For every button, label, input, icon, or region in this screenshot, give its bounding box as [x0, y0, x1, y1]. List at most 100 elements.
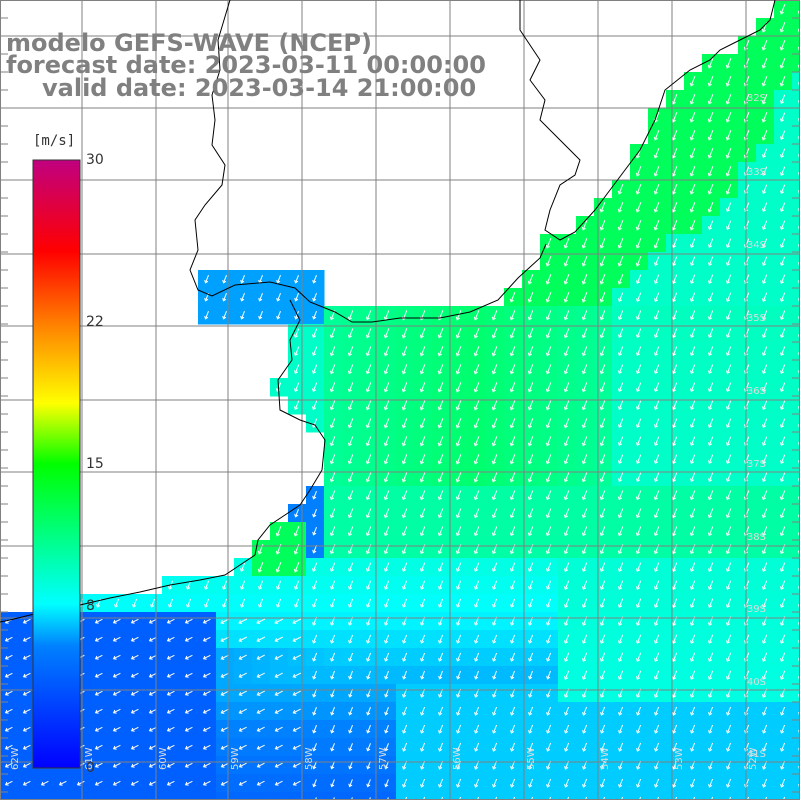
wind-arrow: [202, 762, 211, 768]
wind-arrow: [762, 778, 768, 788]
wind-arrow: [762, 418, 768, 429]
wind-arrow: [527, 328, 534, 339]
wind-cell: [684, 792, 703, 800]
wind-arrow: [779, 526, 786, 537]
wind-arrow: [779, 58, 786, 69]
wind-arrow: [130, 726, 139, 732]
wind-arrow: [166, 726, 175, 732]
wind-arrow: [40, 780, 49, 786]
wind-arrow: [581, 364, 588, 375]
wind-arrow: [672, 274, 678, 285]
wind-cell: [234, 792, 253, 800]
wind-arrow: [275, 526, 282, 537]
wind-arrow: [528, 724, 534, 734]
wind-arrow: [690, 472, 696, 483]
wind-arrow: [365, 364, 372, 375]
wind-arrow: [220, 780, 229, 786]
wind-arrow: [672, 364, 678, 375]
wind-arrow: [4, 708, 13, 714]
wind-arrow: [636, 346, 642, 357]
wind-cell: [90, 792, 109, 800]
wind-cell: [792, 774, 800, 793]
wind-arrow: [184, 672, 193, 678]
wind-arrow: [330, 580, 336, 590]
wind-arrow: [401, 526, 408, 537]
wind-arrow: [726, 598, 732, 609]
wind-arrow: [708, 598, 714, 609]
wind-arrow: [618, 706, 624, 716]
wind-arrow: [510, 562, 516, 572]
wind-arrow: [545, 526, 552, 537]
wind-arrow: [437, 454, 444, 465]
wind-arrow: [762, 634, 768, 644]
wind-arrow: [22, 654, 31, 660]
wind-arrow: [276, 293, 281, 302]
latitude-label: 36S: [747, 386, 766, 397]
wind-arrow: [509, 400, 516, 411]
wind-cell: [792, 306, 800, 325]
wind-arrow: [618, 724, 624, 734]
wind-arrow: [708, 418, 714, 429]
wind-arrow: [761, 58, 768, 69]
wind-arrow: [240, 562, 246, 572]
wind-arrow: [130, 636, 139, 642]
wind-arrow: [581, 310, 588, 321]
wind-arrow: [420, 670, 425, 680]
wind-arrow: [672, 436, 678, 447]
wind-arrow: [420, 652, 426, 662]
wind-arrow: [672, 256, 678, 267]
wind-arrow: [527, 526, 534, 537]
wind-arrow: [690, 562, 696, 573]
wind-arrow: [546, 670, 551, 680]
wind-arrow: [762, 292, 768, 303]
wind-cell: [792, 162, 800, 181]
wind-arrow: [76, 780, 85, 786]
wind-arrow: [402, 724, 408, 734]
wind-arrow: [148, 726, 157, 732]
wind-cell: [666, 792, 685, 800]
wind-arrow: [545, 346, 552, 357]
wind-arrow: [329, 436, 336, 447]
wind-arrow: [563, 382, 570, 393]
wind-arrow: [546, 778, 552, 788]
wind-arrow: [455, 400, 462, 411]
wind-arrow: [383, 472, 390, 483]
wind-arrow: [222, 580, 228, 590]
wind-arrow: [474, 724, 480, 734]
wind-arrow: [491, 418, 498, 429]
wind-arrow: [112, 672, 121, 678]
wind-arrow: [365, 310, 372, 321]
wind-arrow: [509, 418, 516, 429]
wind-arrow: [599, 292, 606, 303]
wind-arrow: [599, 238, 606, 249]
wind-arrow: [545, 292, 552, 303]
wind-arrow: [292, 726, 301, 732]
wind-arrow: [491, 526, 498, 537]
wind-arrow: [672, 598, 678, 609]
wind-arrow: [762, 256, 768, 267]
wind-arrow: [708, 274, 714, 285]
wind-arrow: [94, 780, 103, 786]
wind-arrow: [726, 220, 732, 231]
colorbar-tick-label: 15: [86, 456, 104, 472]
wind-arrow: [654, 256, 660, 267]
wind-arrow: [726, 256, 732, 267]
wind-arrow: [491, 508, 498, 519]
wind-arrow: [292, 618, 302, 624]
wind-cell: [486, 792, 505, 800]
wind-arrow: [602, 796, 606, 800]
wind-arrow: [401, 418, 408, 429]
wind-arrow: [348, 779, 353, 788]
wind-cell: [792, 522, 800, 541]
wind-arrow: [563, 364, 570, 375]
wind-arrow: [636, 562, 642, 573]
wind-arrow: [312, 328, 318, 339]
wind-cell: [792, 450, 800, 469]
wind-arrow: [707, 94, 714, 105]
wind-arrow: [148, 636, 157, 642]
wind-arrow: [672, 652, 678, 662]
wind-arrow: [689, 220, 696, 231]
wind-arrow: [438, 562, 444, 572]
wind-arrow: [581, 274, 588, 285]
wind-arrow: [618, 634, 624, 644]
